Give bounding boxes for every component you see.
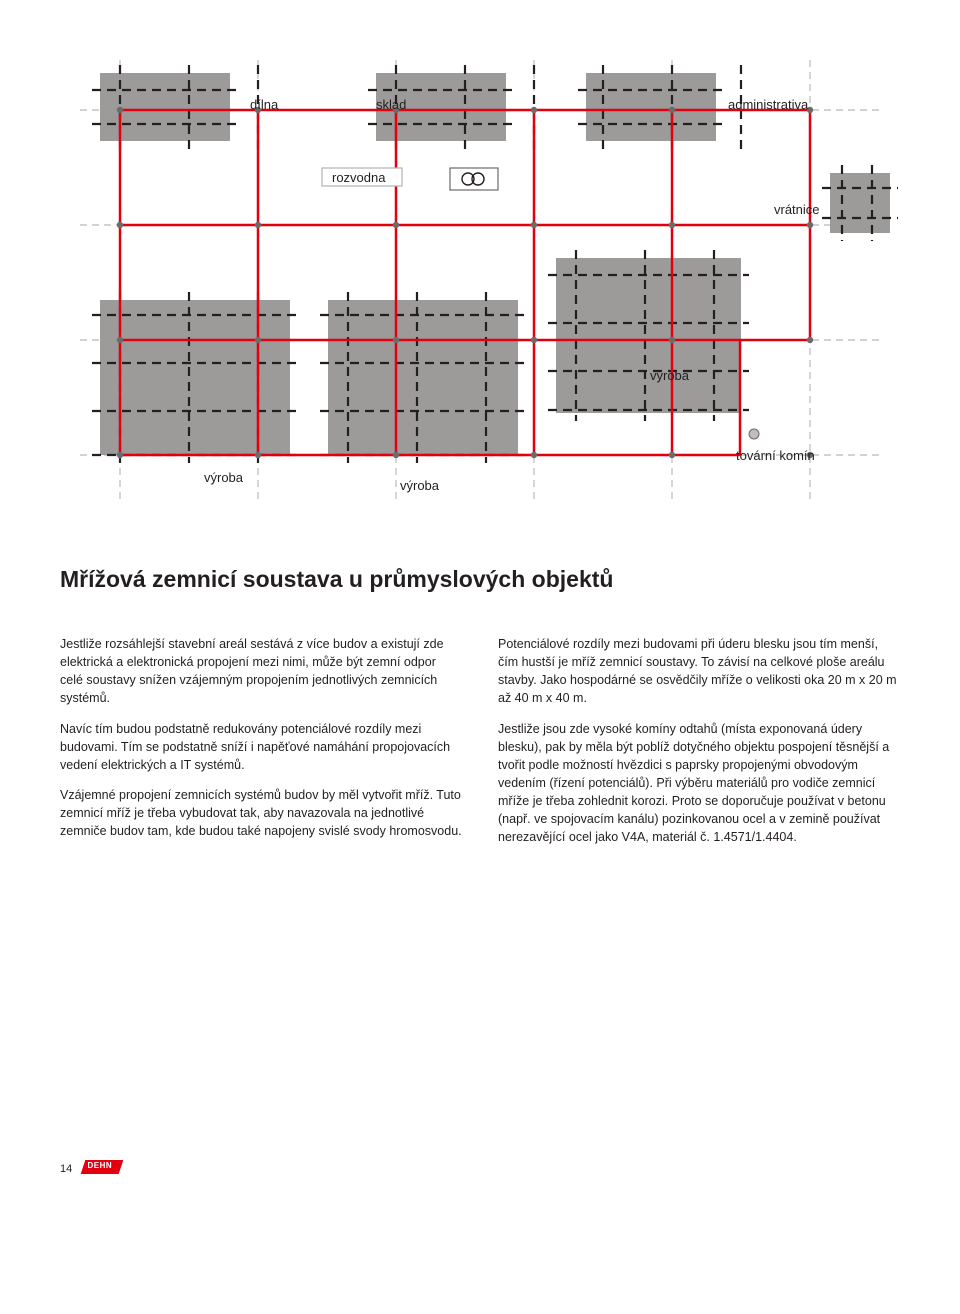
grounding-grid-diagram: dílna sklad administrativa rozvodna vrátnice…: [60, 40, 900, 520]
diagram-label: administrativa: [728, 97, 808, 112]
diagram-label: vrátnice: [774, 202, 820, 217]
diagram-label: sklad: [376, 97, 406, 112]
body-columns: Jestliže rozsáhlejší stavební areál sest…: [60, 635, 900, 858]
body-paragraph: Navíc tím budou podstatně redukovány pot…: [60, 720, 462, 774]
body-paragraph: Potenciálové rozdíly mezi budovami při ú…: [498, 635, 900, 708]
page-footer: 14: [60, 1158, 900, 1175]
dehn-logo: [81, 1160, 124, 1174]
body-paragraph: Jestliže jsou zde vysoké komíny odtahů (…: [498, 720, 900, 847]
left-column: Jestliže rozsáhlejší stavební areál sest…: [60, 635, 462, 858]
diagram-label: výroba: [204, 470, 243, 485]
page-number: 14: [60, 1163, 72, 1175]
right-column: Potenciálové rozdíly mezi budovami při ú…: [498, 635, 900, 858]
diagram-label: výroba: [650, 368, 689, 383]
body-paragraph: Vzájemné propojení zemnicích systémů bud…: [60, 786, 462, 840]
page-title: Mřížová zemnicí soustava u průmyslových …: [60, 566, 900, 593]
body-paragraph: Jestliže rozsáhlejší stavební areál sest…: [60, 635, 462, 708]
diagram-label: rozvodna: [332, 170, 385, 185]
diagram-label: dílna: [250, 97, 278, 112]
diagram-label: tovární komín: [736, 448, 815, 463]
diagram-label: výroba: [400, 478, 439, 493]
